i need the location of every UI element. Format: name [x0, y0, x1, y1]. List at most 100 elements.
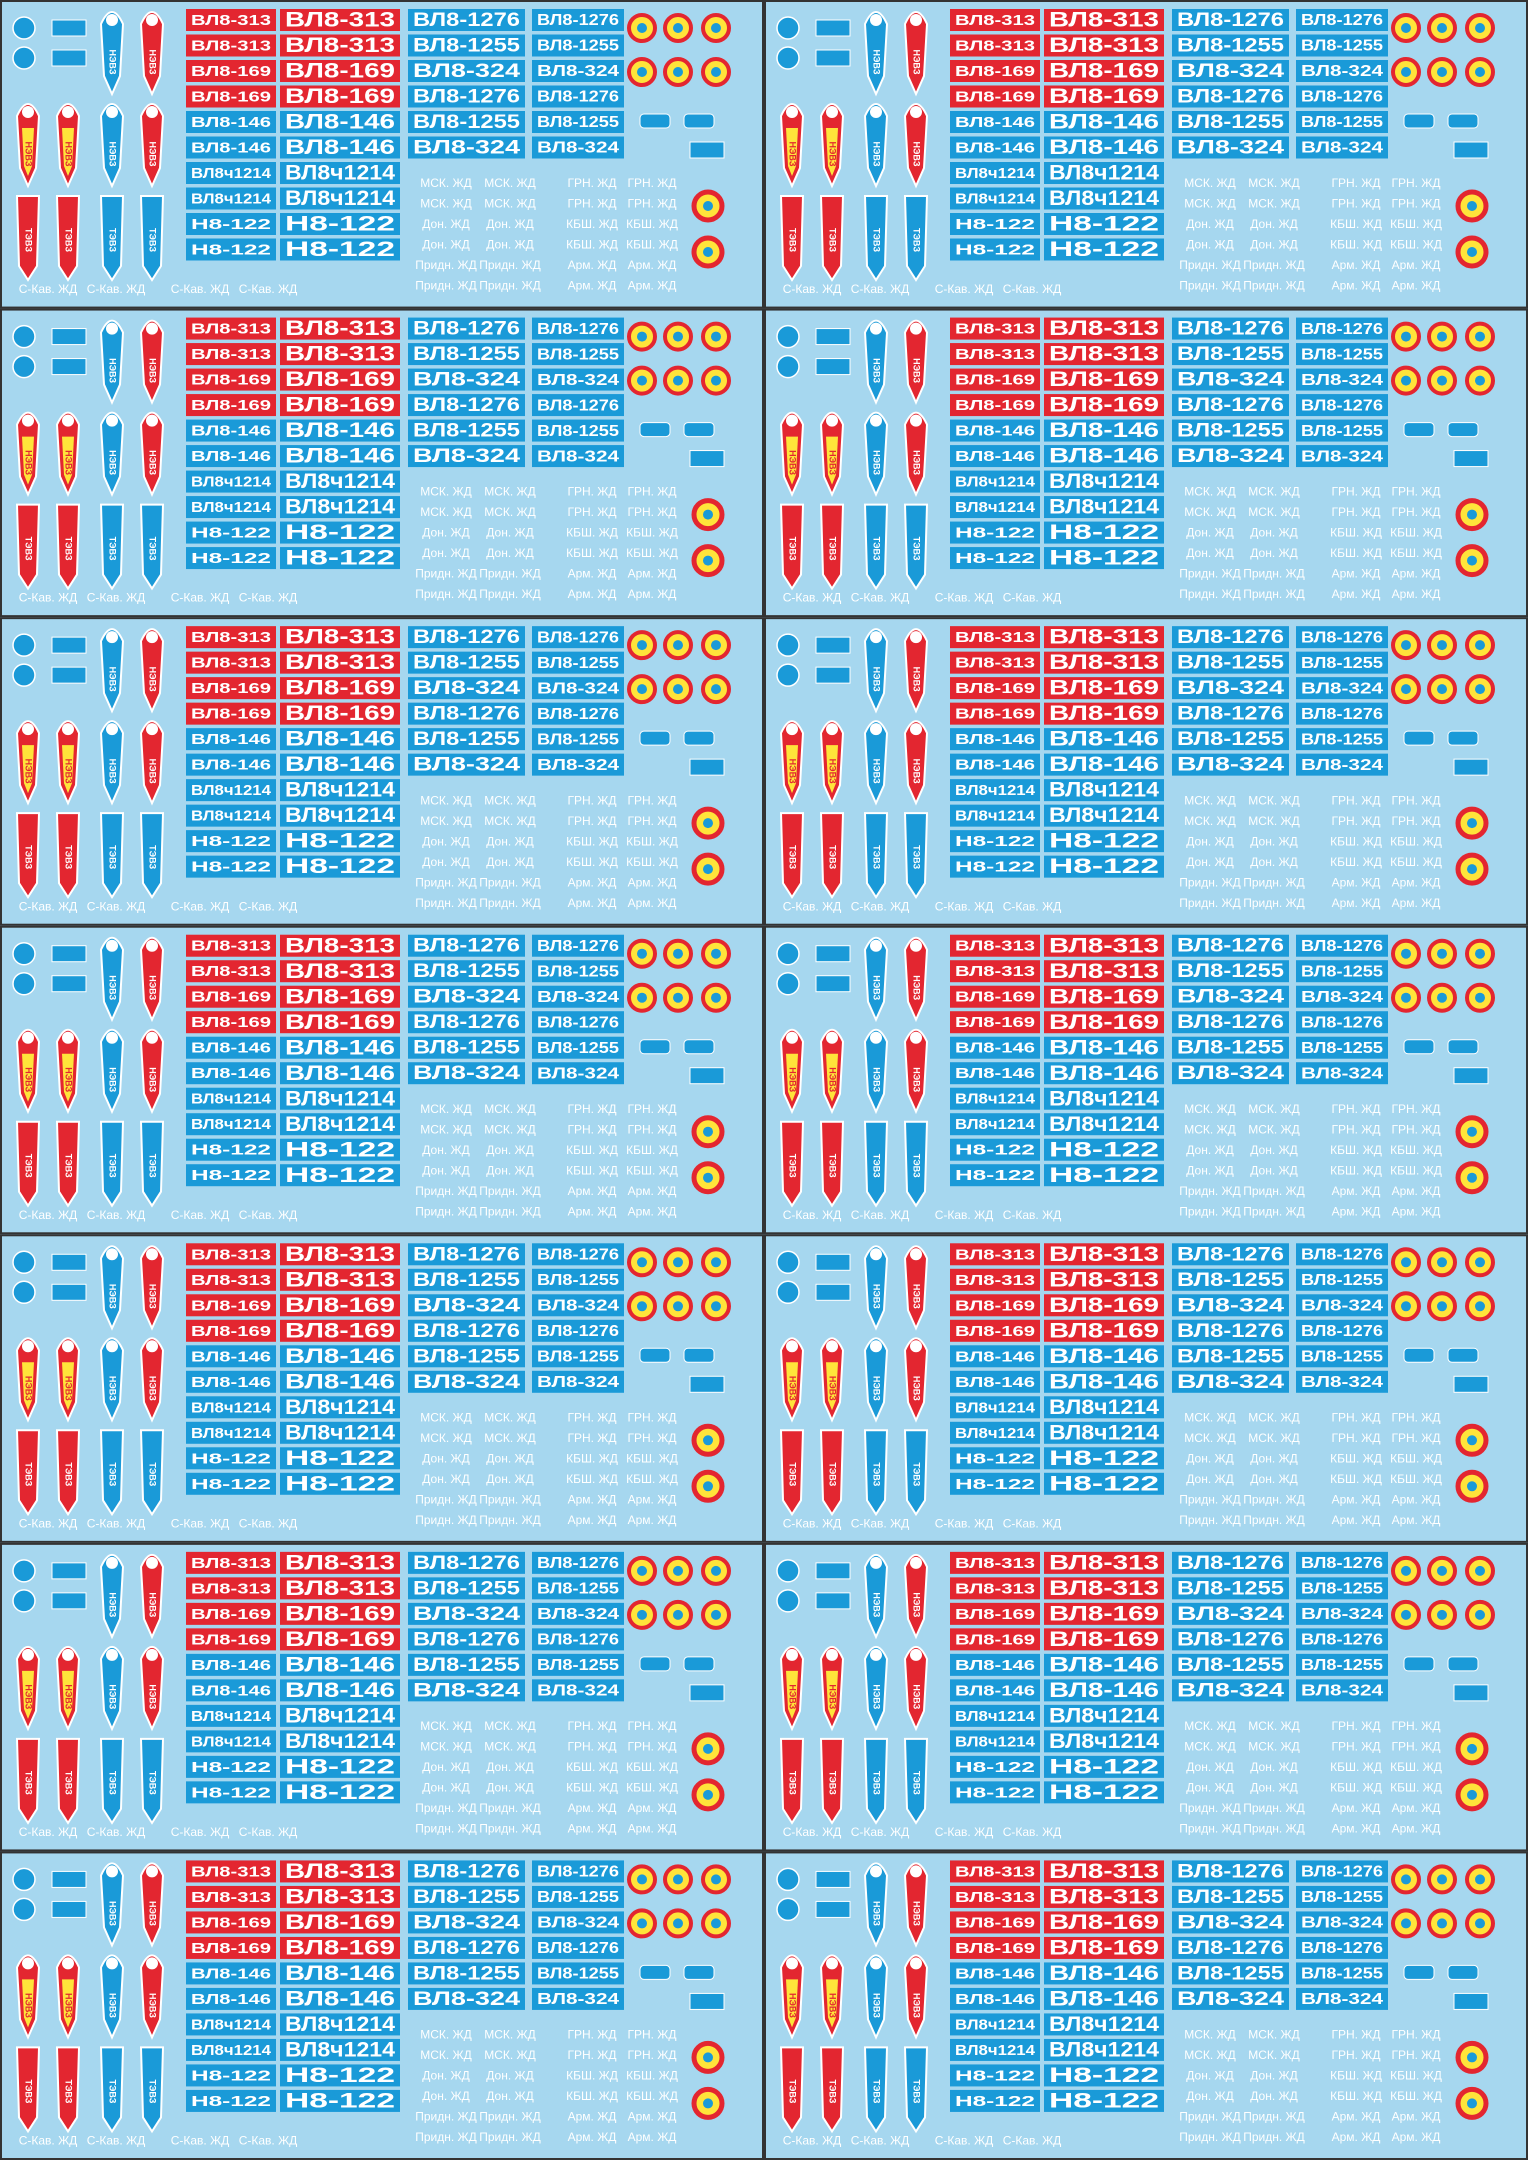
tevz-plaque	[819, 1120, 845, 1208]
emblem-label: НЭВЗ	[912, 1592, 922, 1617]
number-plate	[408, 1551, 525, 1574]
plate-text: ВЛ8-324	[413, 61, 521, 82]
medallion-center	[1467, 2098, 1477, 2109]
factory-badge	[1447, 730, 1479, 746]
depot-label: КБШ. ЖД	[1330, 546, 1382, 560]
emblem-label: НЭВЗ	[148, 1901, 158, 1926]
number-plate	[280, 1113, 400, 1136]
tevz-plaque	[903, 812, 929, 899]
plate-text: Н8-122	[191, 550, 271, 567]
plate-text: ВЛ8-313	[955, 655, 1035, 672]
emblem-shield	[139, 1553, 165, 1640]
emblem-star	[910, 414, 922, 427]
coat-center	[1401, 992, 1411, 1003]
emblem-label: НЭВЗ	[108, 50, 118, 75]
small-plaque	[815, 1870, 851, 1888]
coat-center	[711, 1565, 721, 1576]
plate-text: ВЛ8ч1214	[285, 2038, 395, 2061]
depot-label: ГРН. ЖД	[1391, 1719, 1440, 1733]
emblem-label: ТЭВЗ	[912, 845, 922, 869]
plate-text: Н8-122	[955, 859, 1035, 876]
plate-text: Н8-122	[191, 1759, 271, 1776]
plate-text: ВЛ8ч1214	[1049, 496, 1159, 519]
number-plate	[1172, 1679, 1289, 1702]
small-roundel	[776, 1897, 800, 1922]
depot-label: КБШ. ЖД	[626, 2089, 678, 2103]
bottom-label: С-Кав. ЖД	[239, 2134, 298, 2148]
plate-text: Н8-122	[1049, 213, 1159, 236]
depot-label: МСК. ЖД	[420, 1740, 472, 1754]
depot-label: КБШ. ЖД	[626, 1760, 678, 1774]
depot-label: КБШ. ЖД	[566, 1451, 618, 1465]
number-plate	[408, 1011, 525, 1034]
number-plate	[280, 1164, 400, 1187]
number-plate	[950, 1936, 1040, 1959]
plate-text: Н8-122	[285, 547, 395, 570]
plate-text: ВЛ8ч1214	[285, 470, 395, 493]
emblem-shield	[139, 411, 165, 498]
small-plaque	[815, 975, 851, 993]
coat-center	[1401, 948, 1411, 959]
number-plate	[186, 34, 276, 57]
depot-label: КБШ. ЖД	[1390, 834, 1442, 848]
emblem-shield	[863, 1862, 889, 1948]
emblem-shield	[139, 1245, 165, 1331]
bottom-label: С-Кав. ЖД	[171, 2134, 230, 2148]
depot-label: Дон. ЖД	[422, 1143, 469, 1157]
number-plate	[950, 1781, 1040, 1804]
plate-text: ВЛ8-1276	[1177, 1861, 1284, 1882]
emblem-shield	[139, 1645, 165, 1732]
emblem-label: НЭВЗ	[108, 667, 118, 692]
depot-label: Арм. ЖД	[1392, 1184, 1441, 1198]
plate-text: ВЛ8-146	[191, 114, 271, 131]
plate-text: ВЛ8-146	[191, 1374, 271, 1391]
plate-text: ВЛ8ч1214	[1049, 2038, 1159, 2061]
bottom-label: С-Кав. ЖД	[19, 1516, 78, 1530]
factory-plate	[1453, 1992, 1489, 2010]
number-plate	[186, 1447, 276, 1470]
depot-label: Дон. ЖД	[486, 1472, 533, 1486]
depot-label: Придн. ЖД	[1243, 567, 1305, 581]
number-plate	[280, 753, 400, 776]
number-plate	[280, 1138, 400, 1161]
plate-text: ВЛ8-324	[413, 446, 521, 467]
small-plaque	[51, 358, 87, 376]
number-plate	[186, 162, 276, 184]
number-plate	[186, 368, 276, 391]
plate-text: Н8-122	[955, 2093, 1035, 2110]
emblem-star	[910, 631, 922, 644]
depot-label: МСК. ЖД	[484, 1431, 536, 1445]
depot-label: Дон. ЖД	[1186, 1143, 1233, 1157]
number-plate	[186, 2089, 276, 2112]
depot-label: ГРН. ЖД	[1331, 505, 1380, 519]
emblem-inner	[62, 1053, 74, 1102]
emblem-star	[106, 631, 118, 644]
plate-text: ВЛ8ч1214	[955, 1708, 1036, 1725]
number-plate	[532, 1987, 624, 2010]
plate-text: ВЛ8-146	[191, 1965, 271, 1982]
number-plate	[1172, 1936, 1289, 1959]
plate-text: ВЛ8-1276	[413, 936, 520, 957]
depot-label: Придн. ЖД	[415, 2130, 477, 2144]
emblem-label: ТЭВЗ	[872, 845, 882, 869]
plate-text: ВЛ8-313	[1049, 34, 1159, 57]
plate-text: ВЛ8-324	[1177, 1912, 1285, 1933]
depot-label: КБШ. ЖД	[1330, 855, 1382, 869]
emblem-star	[870, 723, 882, 736]
coat-center	[711, 1918, 721, 1929]
plate-text: ВЛ8-1276	[537, 1323, 619, 1340]
plate-text: ВЛ8-324	[413, 678, 521, 699]
emblem-shield	[903, 1862, 929, 1948]
number-plate	[532, 343, 624, 366]
tevz-plaque	[863, 2046, 889, 2134]
plate-text: ВЛ8-146	[1049, 753, 1159, 776]
depot-label: Арм. ЖД	[568, 1184, 617, 1198]
plate-text: ВЛ8-313	[955, 629, 1035, 646]
depot-label: МСК. ЖД	[484, 505, 536, 519]
plate-text: ВЛ8-324	[537, 1991, 619, 2008]
number-plate	[186, 677, 276, 700]
number-plate	[186, 1011, 276, 1034]
plate-text: ВЛ8-1255	[1177, 1270, 1285, 1291]
number-plate	[1172, 1602, 1289, 1625]
depot-label: КБШ. ЖД	[1390, 855, 1442, 869]
